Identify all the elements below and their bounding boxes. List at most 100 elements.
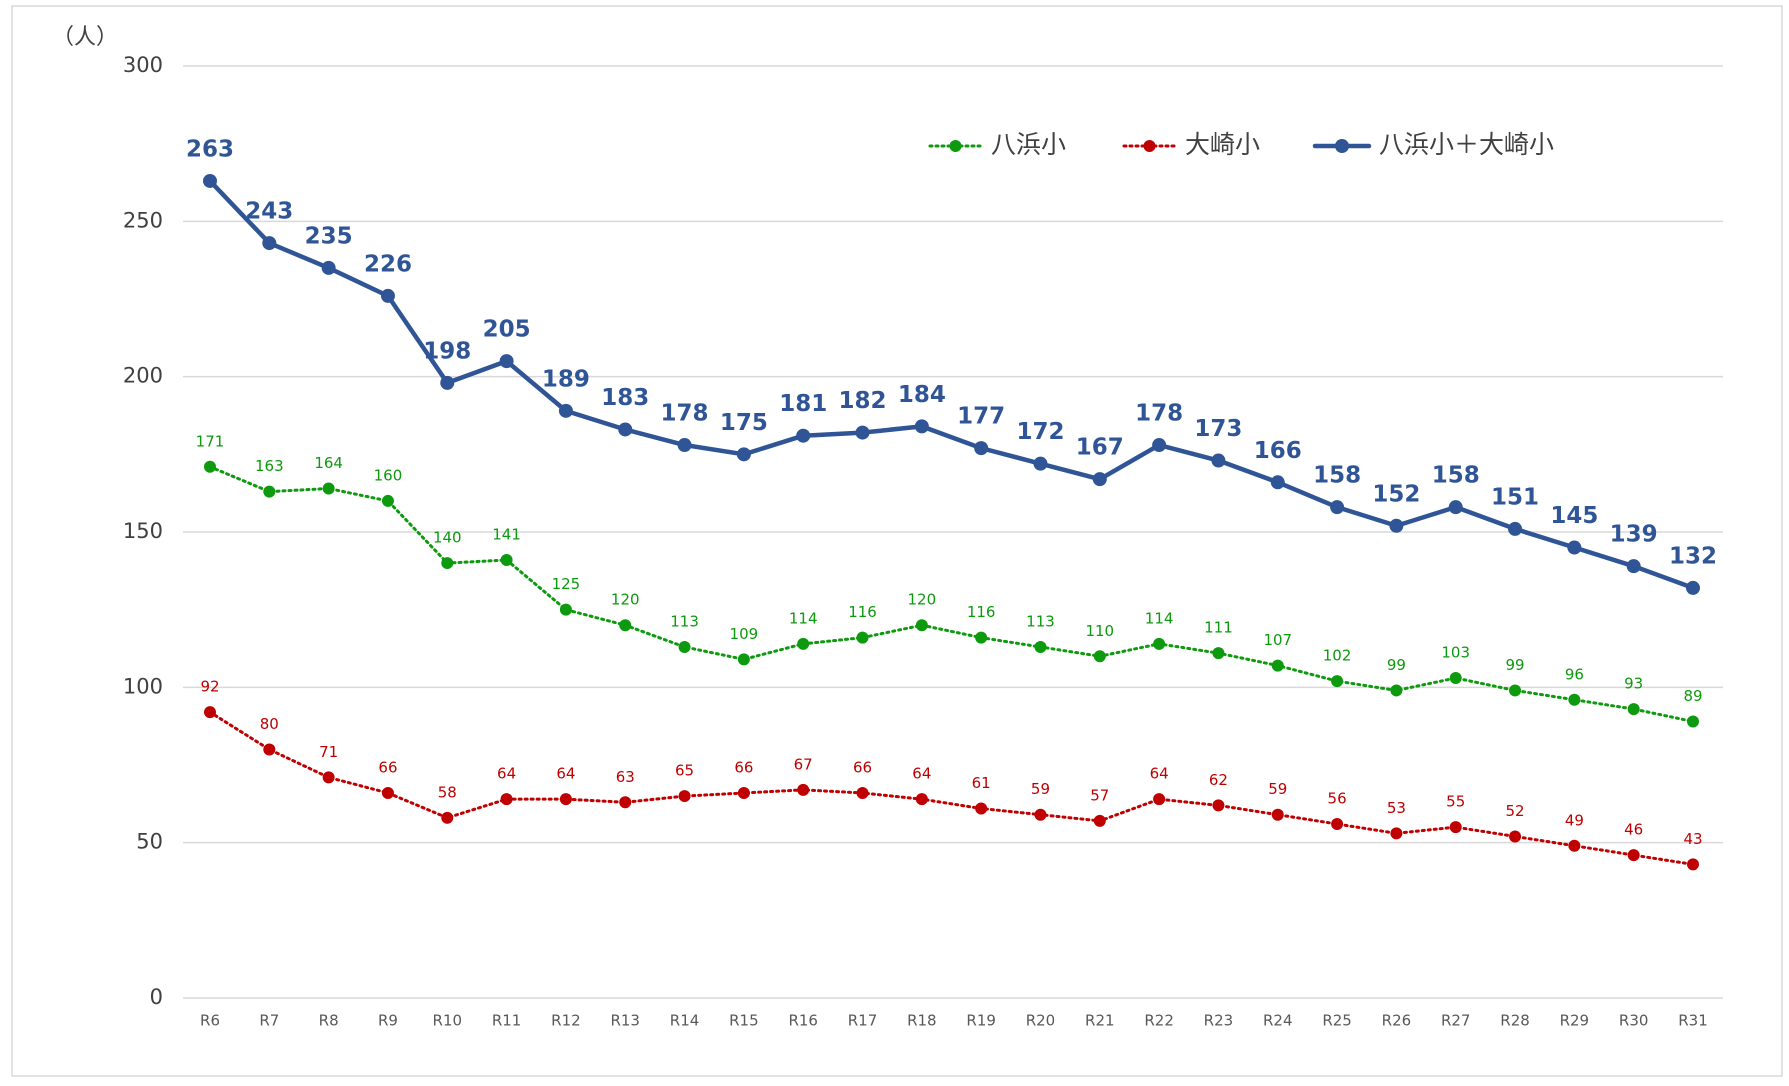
point <box>1687 858 1699 871</box>
data-label: 66 <box>853 758 872 776</box>
data-label: 182 <box>839 388 887 414</box>
series-line <box>207 178 1696 591</box>
point <box>1389 518 1404 533</box>
data-label: 46 <box>1624 821 1643 839</box>
legend-marker <box>949 140 962 152</box>
data-label: 55 <box>1446 793 1465 811</box>
point <box>736 447 751 462</box>
data-label: 171 <box>196 432 225 450</box>
x-tick-label: R15 <box>729 1012 759 1030</box>
data-label: 125 <box>552 575 581 593</box>
point <box>1567 540 1582 555</box>
point <box>1568 693 1581 706</box>
point <box>1212 799 1225 812</box>
data-label: 52 <box>1505 802 1524 820</box>
data-label: 66 <box>734 758 753 776</box>
data-label: 64 <box>556 765 575 783</box>
data-label: 116 <box>848 603 877 621</box>
data-label: 107 <box>1263 631 1292 649</box>
data-label: 64 <box>912 765 931 783</box>
data-label: 71 <box>319 743 338 761</box>
x-tick-label: R25 <box>1322 1012 1352 1030</box>
point <box>855 425 870 440</box>
data-label: 263 <box>186 136 234 162</box>
point <box>915 793 928 806</box>
x-tick-label: R27 <box>1441 1012 1471 1030</box>
y-tick-label: 200 <box>123 364 163 388</box>
point <box>1034 640 1047 653</box>
point <box>321 260 336 275</box>
data-label: 173 <box>1194 416 1242 442</box>
x-tick-label: R19 <box>966 1012 996 1030</box>
data-label: 58 <box>438 783 457 801</box>
point <box>974 441 989 456</box>
point <box>1092 472 1107 487</box>
data-label: 167 <box>1076 435 1124 461</box>
point <box>1331 675 1344 688</box>
point <box>975 802 988 815</box>
point <box>1568 839 1581 852</box>
point <box>915 619 928 632</box>
point <box>619 619 632 632</box>
data-label: 99 <box>1505 656 1524 674</box>
x-tick-label: R11 <box>492 1012 522 1030</box>
data-label: 140 <box>433 529 462 547</box>
data-label: 111 <box>1204 619 1233 637</box>
data-label: 66 <box>378 758 397 776</box>
data-label: 64 <box>1150 765 1169 783</box>
data-label: 172 <box>1016 419 1064 445</box>
data-label: 226 <box>364 251 412 277</box>
data-label: 205 <box>483 317 531 343</box>
data-label: 65 <box>675 762 694 780</box>
x-tick-label: R13 <box>610 1012 640 1030</box>
data-label: 198 <box>423 338 471 364</box>
data-label: 62 <box>1209 771 1228 789</box>
data-label: 89 <box>1683 687 1702 705</box>
data-label: 64 <box>497 765 516 783</box>
x-tick-label: R24 <box>1263 1012 1293 1030</box>
point <box>500 793 513 806</box>
point <box>1034 808 1047 821</box>
data-label: 114 <box>1145 609 1174 627</box>
data-label: 92 <box>200 678 219 696</box>
legend-marker <box>1143 140 1156 152</box>
point <box>1627 849 1640 862</box>
data-label: 178 <box>1135 401 1183 427</box>
data-label: 151 <box>1491 484 1539 510</box>
x-tick-label: R8 <box>319 1012 339 1030</box>
data-label: 243 <box>245 199 293 225</box>
point <box>1390 684 1403 697</box>
point <box>1153 637 1166 650</box>
x-tick-label: R10 <box>433 1012 463 1030</box>
data-label: 158 <box>1313 463 1361 489</box>
point <box>737 786 750 799</box>
point <box>1449 821 1462 834</box>
point <box>204 460 216 473</box>
point <box>441 557 454 570</box>
data-label: 120 <box>908 591 937 609</box>
point <box>1330 500 1345 515</box>
data-label: 61 <box>972 774 991 792</box>
x-tick-label: R29 <box>1560 1012 1590 1030</box>
point <box>1449 672 1462 685</box>
data-label: 175 <box>720 410 768 436</box>
point <box>263 485 276 498</box>
x-tick-label: R20 <box>1026 1012 1056 1030</box>
point <box>1153 793 1166 806</box>
data-label: 139 <box>1610 522 1658 548</box>
data-label: 93 <box>1624 675 1643 693</box>
point <box>1033 456 1048 471</box>
data-label: 59 <box>1031 780 1050 798</box>
x-tick-label: R12 <box>551 1012 581 1030</box>
point <box>1270 475 1285 490</box>
x-tick-label: R28 <box>1500 1012 1530 1030</box>
x-tick-label: R9 <box>378 1012 398 1030</box>
point <box>797 783 810 796</box>
point <box>678 790 691 803</box>
point <box>322 482 335 495</box>
point <box>322 771 335 784</box>
data-label: 164 <box>314 454 343 472</box>
point <box>1508 521 1523 536</box>
y-tick-label: 0 <box>150 985 163 1009</box>
